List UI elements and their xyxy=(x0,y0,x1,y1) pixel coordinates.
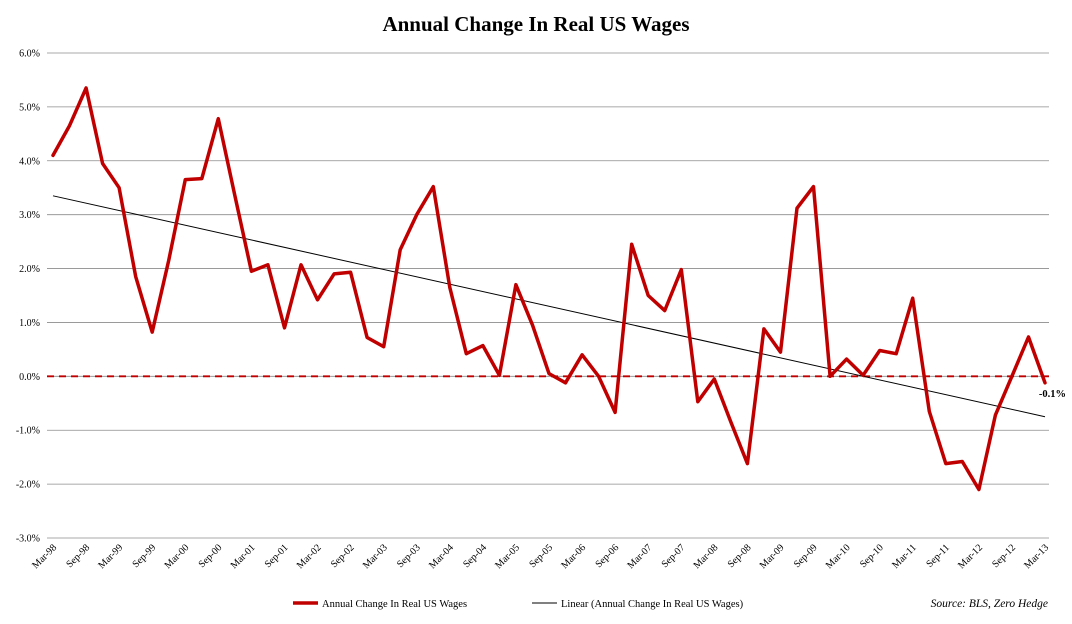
y-tick-label: 0.0% xyxy=(19,372,40,383)
legend-label-trend: Linear (Annual Change In Real US Wages) xyxy=(561,599,744,610)
x-tick-label: Sep-12 xyxy=(990,542,1018,570)
x-tick-label: Mar-07 xyxy=(625,542,654,571)
x-tick-label: Mar-11 xyxy=(890,542,919,571)
x-tick-label: Mar-98 xyxy=(30,542,59,571)
x-tick-label: Mar-01 xyxy=(229,542,258,571)
x-tick-label: Mar-99 xyxy=(96,542,125,571)
trend-line xyxy=(52,195,1046,418)
x-tick-label: Sep-09 xyxy=(792,542,820,570)
x-tick-label: Mar-05 xyxy=(493,542,522,571)
y-tick-label: -3.0% xyxy=(16,534,40,545)
x-tick-label: Mar-04 xyxy=(427,542,456,571)
x-tick-label: Sep-04 xyxy=(461,542,489,570)
x-tick-label: Sep-10 xyxy=(858,542,886,570)
x-tick-label: Mar-13 xyxy=(1022,542,1051,571)
x-tick-label: Sep-08 xyxy=(726,542,754,570)
x-tick-label: Sep-05 xyxy=(527,542,555,570)
chart-title: Annual Change In Real US Wages xyxy=(382,12,690,36)
x-tick-label: Mar-10 xyxy=(824,542,853,571)
y-tick-label: 5.0% xyxy=(19,102,40,113)
y-tick-label: -2.0% xyxy=(16,480,40,491)
y-tick-label: 3.0% xyxy=(19,210,40,221)
y-tick-label: 4.0% xyxy=(19,156,40,167)
source-note: Source: BLS, Zero Hedge xyxy=(931,598,1048,610)
x-tick-label: Mar-00 xyxy=(163,542,192,571)
x-tick-label: Sep-99 xyxy=(131,542,159,570)
x-tick-label: Mar-08 xyxy=(692,542,721,571)
x-tick-label: Sep-02 xyxy=(329,542,357,570)
x-tick-label: Sep-03 xyxy=(395,542,423,570)
x-tick-label: Mar-02 xyxy=(295,542,324,571)
y-tick-label: 6.0% xyxy=(19,49,40,60)
x-tick-label: Mar-06 xyxy=(559,542,588,571)
x-tick-label: Sep-11 xyxy=(924,542,952,570)
x-tick-label: Sep-01 xyxy=(263,542,291,570)
y-tick-label: 2.0% xyxy=(19,264,40,275)
end-value-label: -0.1% xyxy=(1039,389,1066,400)
series-line-real-wages xyxy=(51,86,1047,492)
x-tick-label: Mar-12 xyxy=(956,542,985,571)
x-tick-label: Sep-07 xyxy=(660,542,688,570)
x-tick-label: Sep-06 xyxy=(593,542,621,570)
x-tick-label: Sep-98 xyxy=(64,542,92,570)
x-tick-label: Sep-00 xyxy=(197,542,225,570)
y-tick-label: -1.0% xyxy=(16,426,40,437)
y-tick-label: 1.0% xyxy=(19,318,40,329)
legend-label-real-wages: Annual Change In Real US Wages xyxy=(322,599,467,610)
x-tick-label: Mar-03 xyxy=(361,542,390,571)
x-tick-label: Mar-09 xyxy=(758,542,787,571)
